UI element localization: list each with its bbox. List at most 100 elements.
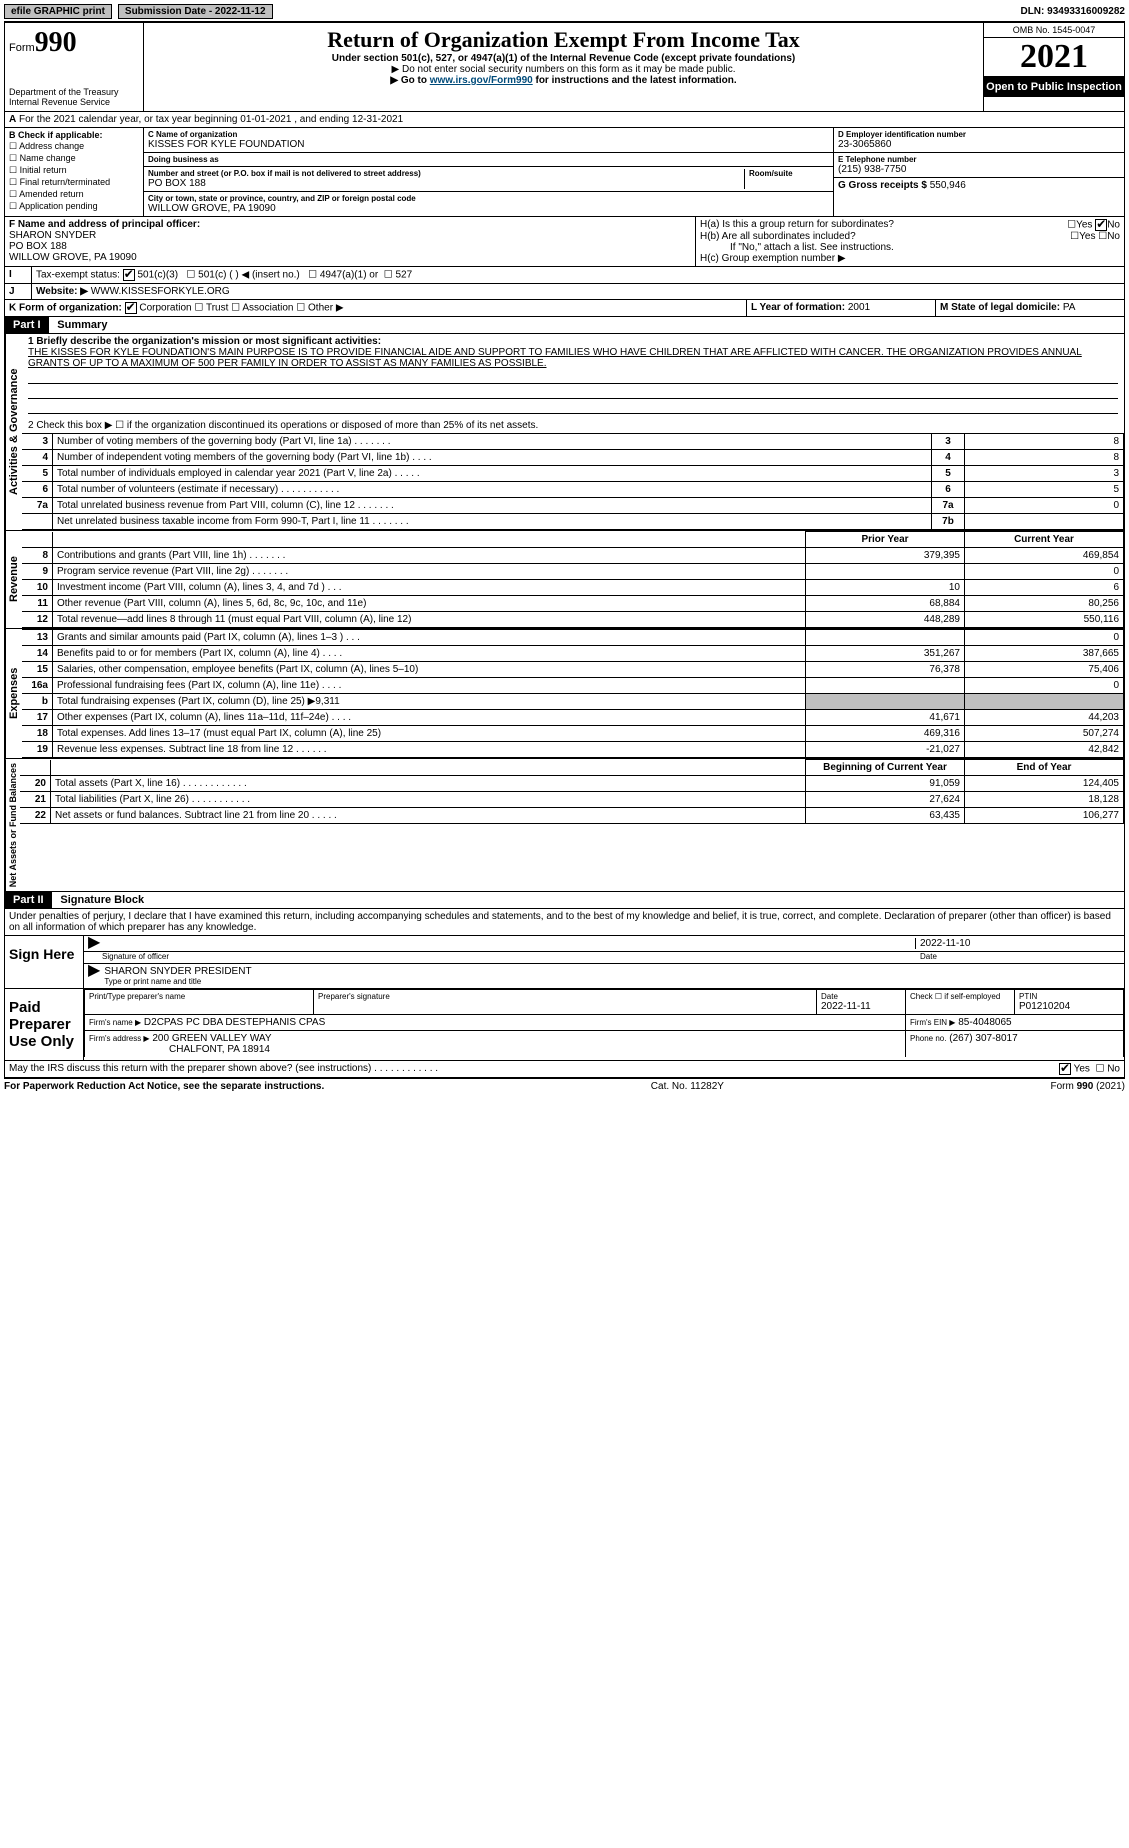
box-b-option[interactable]: ☐ Final return/terminated: [9, 177, 139, 188]
year-formation-label: L Year of formation:: [751, 302, 845, 313]
table-netassets: Beginning of Current YearEnd of Year20To…: [20, 759, 1124, 824]
h-b-label: H(b) Are all subordinates included?: [700, 231, 856, 242]
opt-527: 527: [396, 270, 413, 281]
form-org-label: K Form of organization:: [9, 303, 122, 314]
klm-row: K Form of organization: Corporation ☐ Tr…: [4, 300, 1125, 317]
dept-treasury: Department of the Treasury: [9, 87, 139, 97]
box-b-option[interactable]: ☐ Address change: [9, 141, 139, 152]
officer-addr2: WILLOW GROVE, PA 19090: [9, 252, 691, 263]
h-a-label: H(a) Is this a group return for subordin…: [700, 219, 894, 231]
omb-number: OMB No. 1545-0047: [984, 23, 1124, 38]
firm-phone-label: Phone no.: [910, 1034, 946, 1043]
h-note: If "No," attach a list. See instructions…: [700, 242, 1120, 253]
dba-label: Doing business as: [148, 155, 829, 164]
form-prefix: Form: [9, 42, 35, 54]
part2-header: Part II Signature Block: [4, 892, 1125, 909]
501c3-checkbox[interactable]: [123, 269, 135, 281]
period-text: For the 2021 calendar year, or tax year …: [19, 114, 403, 125]
tax-year: 2021: [984, 38, 1124, 77]
paid-preparer-label: Paid Preparer Use Only: [5, 989, 84, 1060]
box-b-option[interactable]: ☐ Name change: [9, 153, 139, 164]
org-name: KISSES FOR KYLE FOUNDATION: [148, 139, 829, 150]
opt-4947: 4947(a)(1) or: [320, 270, 378, 281]
expenses-section: Expenses 13Grants and similar amounts pa…: [4, 629, 1125, 759]
part1-title: Summary: [51, 319, 107, 331]
firm-ein: 85-4048065: [958, 1017, 1011, 1028]
h-a-no-checkbox[interactable]: [1095, 219, 1107, 231]
ptin-value: P01210204: [1019, 1001, 1119, 1012]
vlabel-activities: Activities & Governance: [5, 334, 22, 530]
website-row: J Website: ▶ WWW.KISSESFORKYLE.ORG: [4, 284, 1125, 300]
tax-exempt-label: Tax-exempt status:: [36, 270, 120, 281]
corporation-checkbox[interactable]: [125, 302, 137, 314]
year-formation: 2001: [848, 302, 870, 313]
officer-group-block: F Name and address of principal officer:…: [4, 217, 1125, 267]
box-b-option[interactable]: ☐ Amended return: [9, 189, 139, 200]
discuss-text: May the IRS discuss this return with the…: [9, 1063, 1059, 1075]
firm-addr-label: Firm's address ▶: [89, 1034, 150, 1043]
box-b-option[interactable]: ☐ Application pending: [9, 201, 139, 212]
org-name-label: C Name of organization: [148, 130, 829, 139]
netassets-section: Net Assets or Fund Balances Beginning of…: [4, 759, 1125, 892]
prep-sig-label: Preparer's signature: [318, 992, 812, 1001]
period-line: A For the 2021 calendar year, or tax yea…: [4, 112, 1125, 128]
form-number: Form990: [9, 27, 139, 59]
firm-addr1: 200 GREEN VALLEY WAY: [152, 1033, 271, 1044]
footer-left: For Paperwork Reduction Act Notice, see …: [4, 1081, 324, 1092]
street-label: Number and street (or P.O. box if mail i…: [148, 169, 744, 178]
opt-corp: Corporation: [139, 303, 191, 314]
self-employed-label: Check ☐ if self-employed: [910, 992, 1010, 1001]
q1-label: 1 Briefly describe the organization's mi…: [28, 336, 381, 347]
part1-badge: Part I: [5, 317, 49, 333]
part1-header: Part I Summary: [4, 317, 1125, 334]
box-b-title: B Check if applicable:: [9, 130, 103, 140]
h-b-yesno: ☐Yes ☐No: [1070, 231, 1120, 242]
firm-name-label: Firm's name ▶: [89, 1018, 141, 1027]
city-label: City or town, state or province, country…: [148, 194, 829, 203]
website-label: Website: ▶: [36, 286, 88, 297]
gross-receipts-value: 550,946: [930, 180, 966, 191]
officer-addr1: PO BOX 188: [9, 241, 691, 252]
sig-officer-label: Signature of officer: [102, 952, 920, 961]
revenue-section: Revenue Prior YearCurrent Year8Contribut…: [4, 531, 1125, 629]
goto-pre: ▶ Go to: [390, 75, 429, 86]
arrow-icon: ▶: [88, 938, 100, 949]
opt-assoc: Association: [242, 303, 293, 314]
identity-block: B Check if applicable: ☐ Address change☐…: [4, 128, 1125, 217]
ein-value: 23-3065860: [838, 139, 1120, 150]
subtitle-2: ▶ Do not enter social security numbers o…: [150, 64, 977, 75]
discuss-yes-checkbox[interactable]: [1059, 1063, 1071, 1075]
footer: For Paperwork Reduction Act Notice, see …: [4, 1078, 1125, 1092]
table-revenue: Prior YearCurrent Year8Contributions and…: [22, 531, 1124, 628]
form990-link[interactable]: www.irs.gov/Form990: [430, 75, 533, 86]
ptin-label: PTIN: [1019, 992, 1119, 1001]
form-990-num: 990: [35, 27, 77, 58]
efile-label: efile GRAPHIC print: [4, 4, 112, 19]
firm-phone: (267) 307-8017: [949, 1033, 1017, 1044]
declaration-text: Under penalties of perjury, I declare th…: [4, 909, 1125, 936]
sign-here-section: Sign Here ▶ 2022-11-10 Signature of offi…: [4, 936, 1125, 989]
part2-title: Signature Block: [54, 894, 144, 906]
table-expenses: 13Grants and similar amounts paid (Part …: [22, 629, 1124, 758]
part2-badge: Part II: [5, 892, 52, 908]
h-a-yesno: ☐Yes No: [1067, 219, 1120, 231]
preparer-table: Print/Type preparer's name Preparer's si…: [84, 989, 1124, 1057]
irs-label: Internal Revenue Service: [9, 97, 139, 107]
box-b: B Check if applicable: ☐ Address change☐…: [5, 128, 144, 216]
opt-501c: 501(c) ( ) ◀ (insert no.): [198, 270, 300, 281]
footer-right: Form 990 (2021): [1051, 1081, 1126, 1092]
q2-label: 2 Check this box ▶ ☐ if the organization…: [28, 420, 1118, 431]
room-label: Room/suite: [749, 169, 829, 178]
prep-date-label: Date: [821, 992, 901, 1001]
discuss-row: May the IRS discuss this return with the…: [4, 1061, 1125, 1078]
opt-501c3: 501(c)(3): [137, 270, 178, 281]
box-b-option[interactable]: ☐ Initial return: [9, 165, 139, 176]
vlabel-expenses: Expenses: [5, 629, 22, 758]
type-name-label: Type or print name and title: [104, 977, 1120, 986]
submission-date: Submission Date - 2022-11-12: [118, 4, 273, 19]
prep-name-label: Print/Type preparer's name: [89, 992, 309, 1001]
vlabel-revenue: Revenue: [5, 531, 22, 628]
table-activities: 3Number of voting members of the governi…: [22, 433, 1124, 530]
domicile-value: PA: [1063, 302, 1076, 313]
opt-trust: Trust: [206, 303, 228, 314]
